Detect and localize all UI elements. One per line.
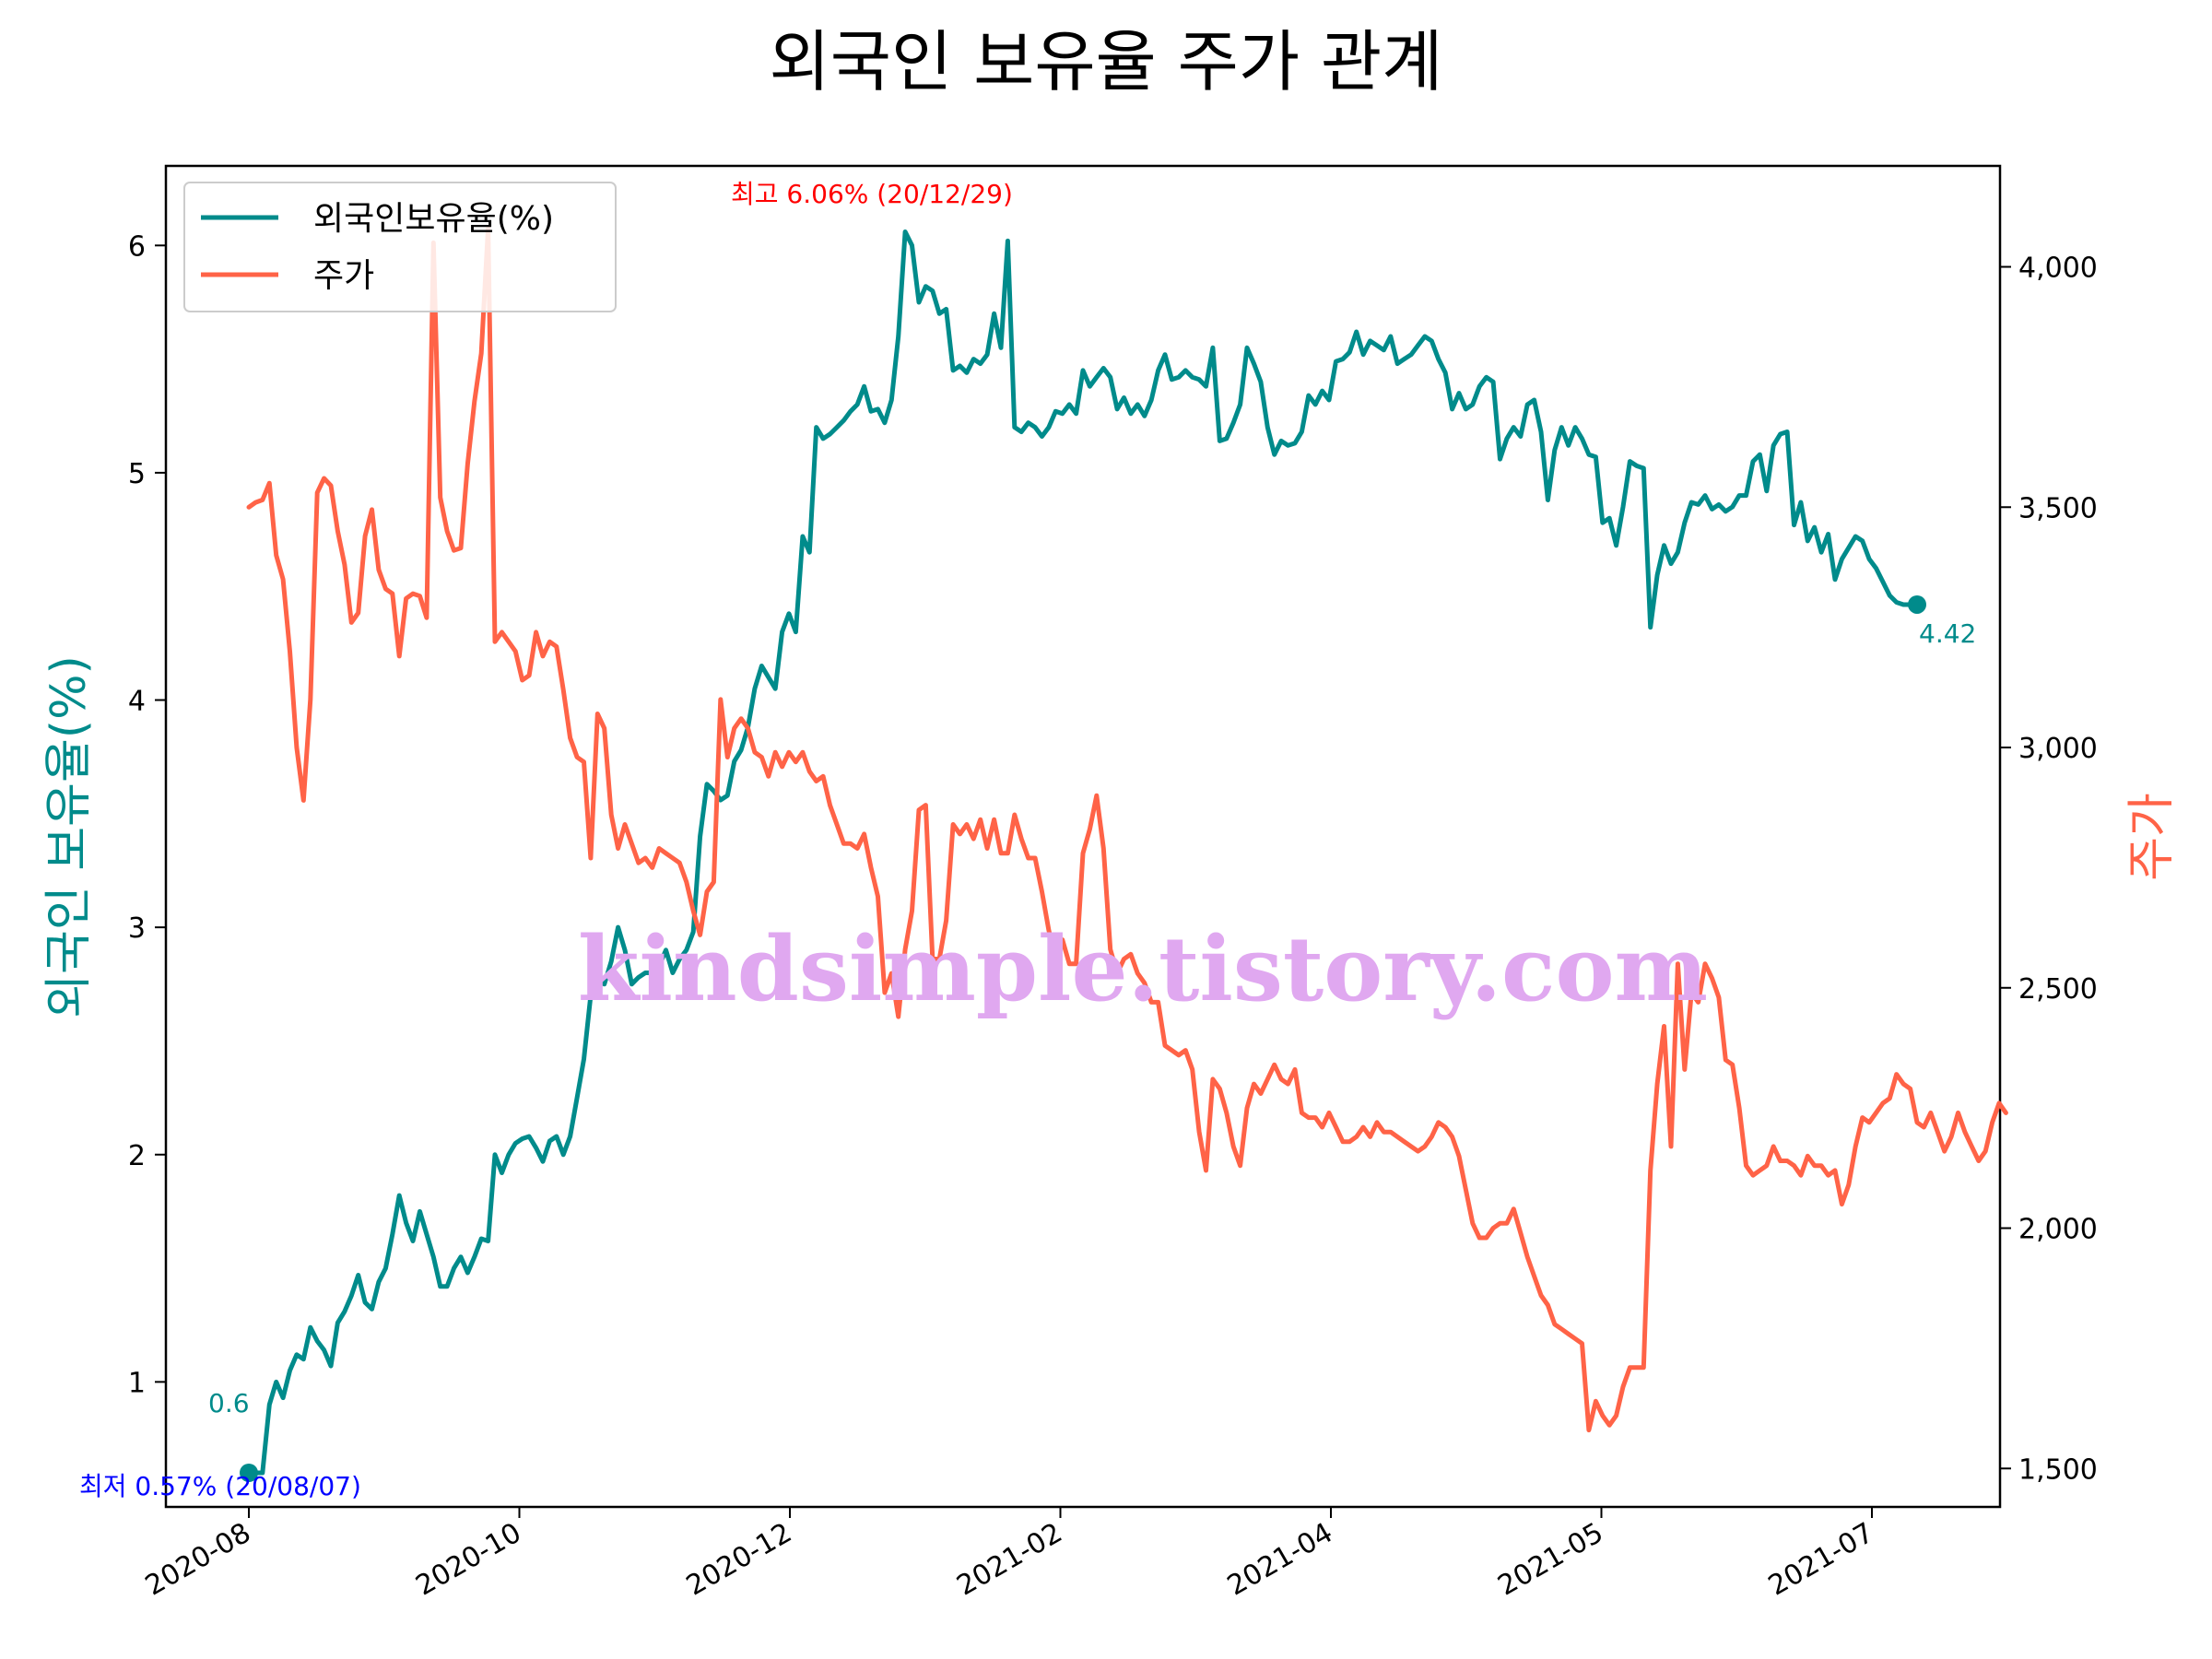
y-right-tick-label: 1,500	[2018, 1453, 2098, 1486]
y-left-tick-label: 1	[128, 1367, 146, 1399]
x-tick-label: 2020-12	[681, 1517, 797, 1603]
start-marker	[240, 1464, 258, 1483]
y-left-tick-label: 6	[128, 230, 146, 263]
legend-box	[183, 182, 617, 312]
chart-title: 외국인 보유율 주가 관계	[769, 23, 1442, 100]
legend-label-price: 주가	[313, 257, 374, 295]
series-line-foreign-ratio	[246, 229, 1920, 1476]
end-marker	[1908, 594, 1926, 614]
y-right-tick-label: 4,000	[2018, 253, 2098, 285]
x-tick-label: 2020-10	[410, 1517, 526, 1603]
legend: 외국인보유율(%) 주가	[183, 182, 617, 312]
min-annotation: 최저 0.57% (20/08/07)	[79, 1471, 361, 1501]
x-axis: 2020-08 2020-10 2020-12 2021-02 2021-04 2021-…	[140, 1507, 1879, 1603]
y-right-tick-label: 3,500	[2018, 492, 2098, 524]
series-line-price	[246, 226, 2008, 1433]
watermark: kindsimple.tistory.com	[578, 917, 1708, 1021]
x-tick-label: 2021-07	[1763, 1517, 1879, 1603]
max-annotation: 최고 6.06% (20/12/29)	[731, 179, 1013, 209]
y-axis-right-label: 주가	[2124, 793, 2180, 881]
plot-area	[164, 164, 2002, 1509]
y-axis-left-label: 외국인 보유율(%)	[41, 655, 97, 1018]
x-tick-label: 2020-08	[140, 1517, 256, 1603]
y-axis-right: 1,500 2,000 2,500 3,000 3,500 4,000	[2000, 253, 2098, 1486]
series-group	[240, 226, 2008, 1483]
legend-label-ratio: 외국인보유율(%)	[313, 200, 554, 238]
x-tick-label: 2021-02	[951, 1517, 1067, 1603]
y-right-tick-label: 3,000	[2018, 733, 2098, 765]
y-right-tick-label: 2,500	[2018, 973, 2098, 1006]
start-value-label: 0.6	[208, 1388, 250, 1418]
y-left-tick-label: 3	[128, 912, 146, 945]
y-left-tick-label: 4	[128, 686, 146, 718]
end-value-label: 4.42	[1919, 618, 1976, 649]
x-tick-label: 2021-04	[1222, 1517, 1338, 1603]
y-left-tick-label: 2	[128, 1140, 146, 1172]
y-left-tick-label: 5	[128, 458, 146, 490]
y-right-tick-label: 2,000	[2018, 1214, 2098, 1246]
x-tick-label: 2021-05	[1492, 1517, 1608, 1603]
y-axis-left: 1 2 3 4 5 6	[128, 230, 166, 1399]
